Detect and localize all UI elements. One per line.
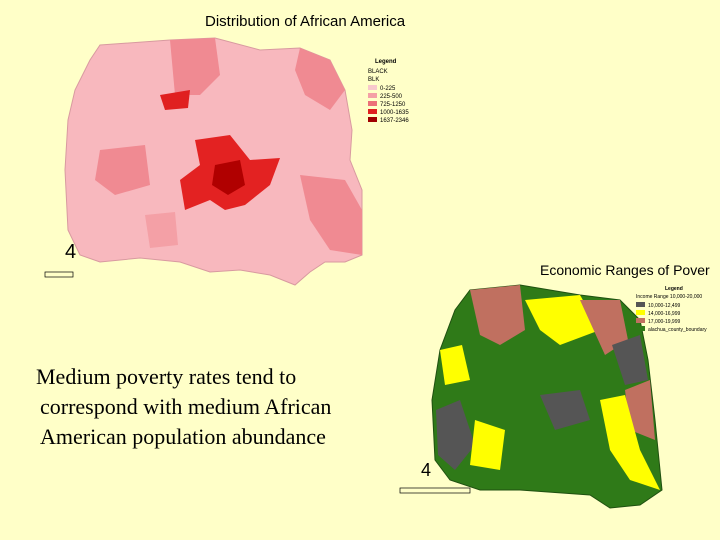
- region: [170, 38, 220, 95]
- map-number: 4: [65, 241, 76, 263]
- legend-label: 1000-1635: [380, 110, 409, 116]
- legend-label: 0-225: [380, 86, 396, 92]
- legend-label: 17,000-19,999: [648, 319, 680, 325]
- region: [612, 335, 648, 385]
- region: [525, 295, 600, 345]
- region: [436, 400, 475, 470]
- region: [470, 420, 505, 470]
- legend-swatch: [636, 318, 645, 323]
- legend-field: Income Range 10,000-20,000: [636, 294, 702, 300]
- region: [212, 160, 245, 195]
- legend-swatch: [368, 93, 377, 98]
- region: [95, 145, 150, 195]
- caption: Medium poverty rates tend to correspond …: [36, 362, 331, 452]
- region: [300, 175, 362, 255]
- scale-bar: [399, 487, 471, 494]
- region: [160, 90, 190, 110]
- legend-swatch: [636, 326, 645, 331]
- map-title: Distribution of African America: [205, 13, 406, 30]
- legend-swatch: [368, 109, 377, 114]
- region: [600, 395, 660, 490]
- legend-2: Legend Income Range 10,000-20,000 10,000…: [636, 286, 707, 333]
- legend-label: 225-500: [380, 94, 403, 100]
- legend-field: BLACK: [368, 69, 388, 75]
- legend-label: 1637-2346: [380, 118, 409, 124]
- legend-label: 725-1250: [380, 102, 406, 108]
- legend-swatch: [368, 101, 377, 106]
- region: [470, 285, 525, 345]
- legend-label: 14,000-16,999: [648, 311, 680, 317]
- legend-1: Legend BLACK BLK 0-225 225-500 725-1250 …: [368, 59, 409, 124]
- caption-line: correspond with medium African: [40, 394, 332, 419]
- legend-heading: Legend: [665, 286, 683, 292]
- legend-swatch: [636, 302, 645, 307]
- legend-swatch: [368, 85, 377, 90]
- map-poverty: Economic Ranges of Pover 4: [399, 262, 710, 509]
- map-african-american: Distribution of African America 4: [44, 13, 406, 286]
- region: [540, 390, 590, 430]
- legend-label: 10,000-12,499: [648, 303, 680, 309]
- legend-swatch: [368, 117, 377, 122]
- map-number: 4: [421, 460, 431, 480]
- region: [295, 48, 345, 110]
- legend-swatch: [636, 310, 645, 315]
- region: [440, 345, 470, 385]
- legend-heading: Legend: [375, 59, 397, 65]
- caption-line: American population abundance: [40, 424, 326, 449]
- caption-line: Medium poverty rates tend to: [36, 364, 297, 389]
- map-title: Economic Ranges of Pover: [540, 262, 710, 278]
- legend-label: alachua_county_boundary: [648, 327, 707, 333]
- region: [580, 300, 628, 355]
- scale-bar: [44, 271, 74, 278]
- region: [145, 212, 178, 248]
- legend-subfield: BLK: [368, 77, 379, 83]
